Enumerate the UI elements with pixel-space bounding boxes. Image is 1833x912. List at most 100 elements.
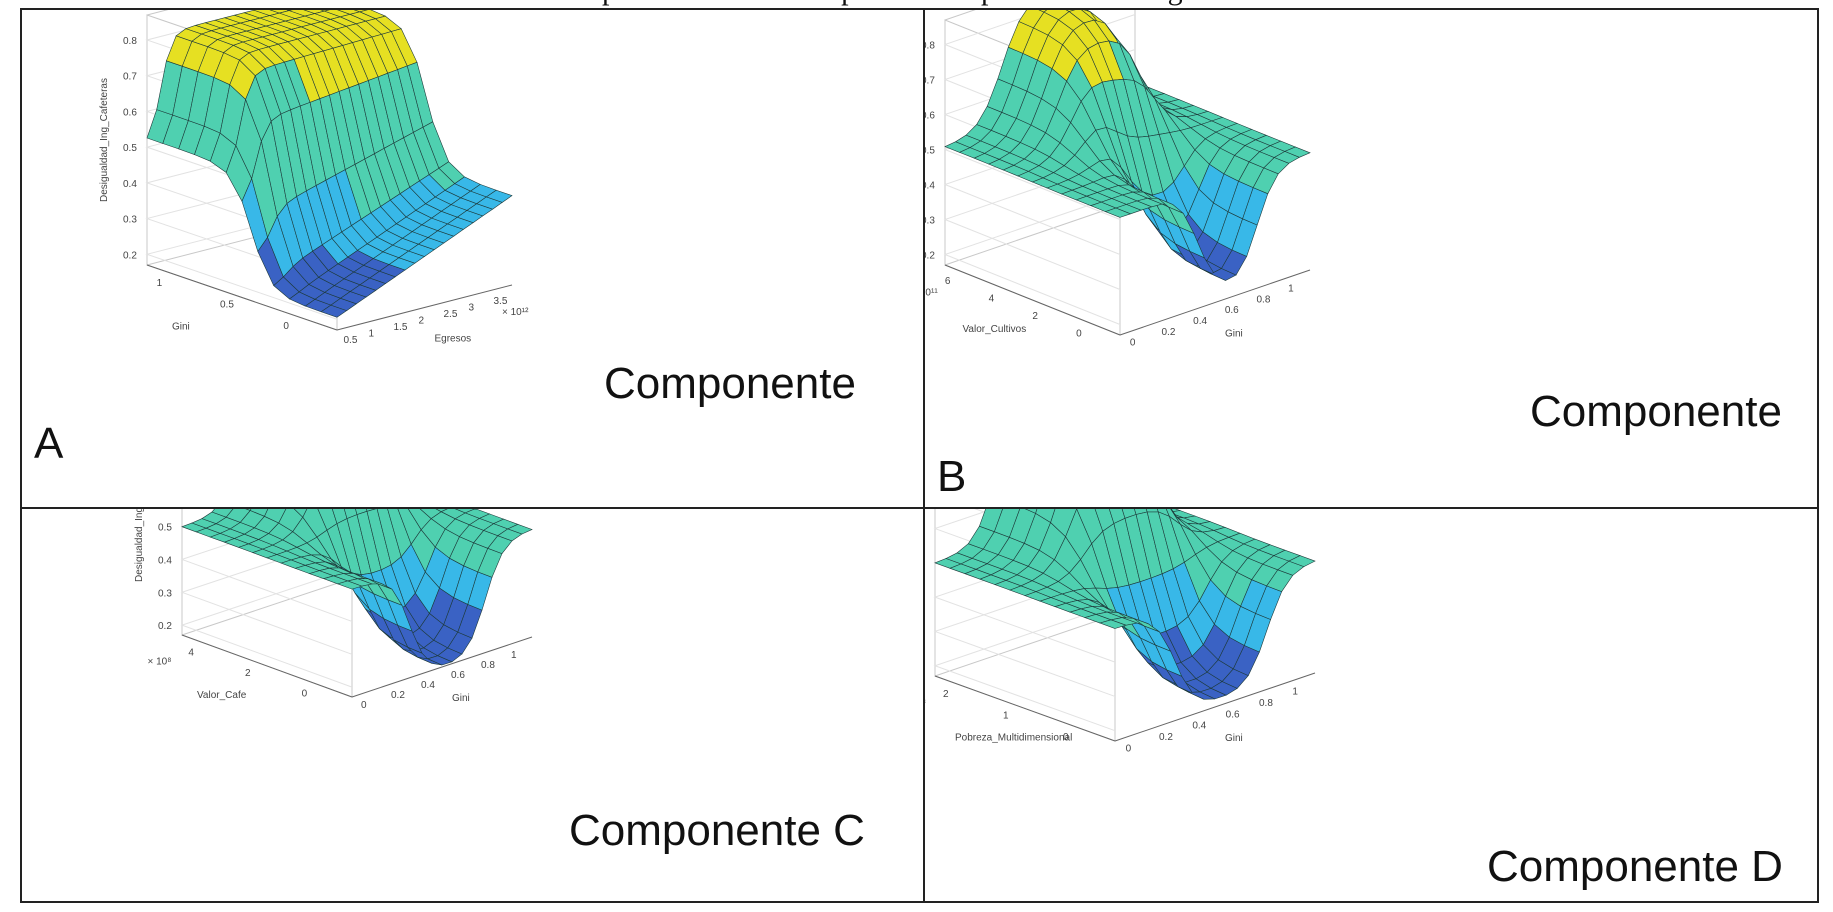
x-tick-label: 0.6	[1225, 305, 1239, 316]
surface-patch	[1288, 555, 1316, 567]
surface-patch	[1035, 509, 1056, 523]
z-tick-label: 0.3	[123, 215, 137, 226]
x-tick-label: 1.5	[394, 322, 408, 333]
panel-a: 0.2 0.3 0.4 0.5 0.6 0.7 0.8 0.5 1 1.5 2 2.5 3 3.5 0 0.5…	[22, 10, 923, 507]
x-tick-label: 1	[511, 650, 517, 661]
x-axis-label: Gini	[1225, 329, 1243, 340]
panel-b: 0.2 0.3 0.4 0.5 0.6 0.7 0.8 0 0.2 0.4 0.6 0.8 1 0 2 4 6 ×…	[925, 10, 1819, 507]
panel-a-letter: A	[34, 419, 64, 468]
y-tick-label: 0	[283, 321, 289, 332]
z-tick-label: 0.2	[123, 250, 137, 261]
z-tick-label: 0.7	[123, 72, 137, 83]
x-tick-label: 0.8	[1259, 698, 1273, 709]
surface-patch	[1025, 509, 1038, 514]
z-tick-label: 0.4	[925, 181, 935, 192]
y-tick-label: 2	[943, 689, 949, 700]
z-tick-label: 0.5	[925, 146, 935, 157]
x-tick-label: 0.5	[344, 335, 358, 346]
surface-chart-a: 0.2 0.3 0.4 0.5 0.6 0.7 0.8 0.5 1 1.5 2 2.5 3 3.5 0 0.5…	[99, 10, 529, 346]
z-tick-label: 0.5	[123, 143, 137, 154]
panel-d-caption: Componente D	[1487, 842, 1783, 891]
z-tick-label: 0.3	[925, 216, 935, 227]
x-tick-label: 3	[469, 303, 475, 314]
x-tick-label: 0.4	[421, 680, 435, 691]
panel-b-caption: Componente	[1530, 387, 1782, 436]
surface-chart-b: 0.2 0.3 0.4 0.5 0.6 0.7 0.8 0 0.2 0.4 0.6 0.8 1 0 2 4 6 ×…	[925, 10, 1311, 349]
z-axis-label: Desigualdad_Ing_Cafeteras	[134, 509, 145, 582]
z-axis-label: Desigualdad_Ing_Cafeteras	[99, 78, 110, 202]
y-tick-label: 0.5	[220, 300, 234, 311]
x-tick-label: 0	[361, 700, 367, 711]
panel-b-letter: B	[937, 452, 967, 501]
grid-line	[933, 597, 1136, 732]
y-tick-label: 6	[945, 276, 951, 287]
surface-patch	[1038, 10, 1048, 13]
y-axis-label: Gini	[172, 322, 190, 333]
x-tick-label: 0.2	[391, 690, 405, 701]
x-tick-label: 0.8	[481, 660, 495, 671]
x-axis-label: Egresos	[435, 334, 472, 345]
z-tick-label: 0.5	[158, 523, 172, 534]
y-axis-line	[146, 264, 338, 331]
figure-caption: Superficies de control para el component…	[0, 0, 1833, 10]
x-tick-label: 0.8	[1257, 294, 1271, 305]
y-axis-line	[181, 634, 353, 698]
y-tick-label: 4	[188, 647, 194, 658]
z-tick-label: 0.6	[123, 107, 137, 118]
y-multiplier: × 10¹¹	[925, 288, 938, 299]
x-tick-label: 1	[1292, 687, 1298, 698]
z-tick-label: 0.4	[123, 179, 137, 190]
x-axis-line	[1119, 269, 1311, 336]
y-tick-label: 4	[989, 293, 995, 304]
surface-patch	[507, 523, 533, 535]
y-tick-label: 2	[1032, 311, 1038, 322]
z-tick-label: 0.7	[925, 76, 935, 87]
figure-grid: 0.2 0.3 0.4 0.5 0.6 0.7 0.8 0.5 1 1.5 2 2.5 3 3.5 0 0.5…	[20, 8, 1819, 903]
panel-c-caption: Componente C	[569, 806, 865, 855]
y-tick-label: 1	[157, 278, 163, 289]
panel-c: 0.20.30.40.50.60.70.800.20.40.60.81024× …	[22, 509, 923, 903]
x-tick-label: 2.5	[444, 309, 458, 320]
z-tick-label: 0.2	[925, 251, 935, 262]
grid-divider-horizontal	[22, 507, 1817, 509]
surface	[181, 509, 533, 666]
surface-patch	[249, 509, 269, 517]
grid-line	[180, 564, 363, 688]
z-tick-label: 0.4	[158, 555, 172, 566]
x-tick-label: 0.2	[1159, 732, 1173, 743]
z-tick-label: 0.3	[158, 588, 172, 599]
y-tick-label: 1	[1003, 711, 1009, 722]
surface-patch	[1284, 146, 1311, 158]
y-axis-line	[934, 675, 1116, 742]
surface-patch	[435, 509, 448, 513]
grid-divider-vertical	[923, 10, 925, 901]
x-tick-label: 1	[1288, 283, 1294, 294]
y-axis-label: Valor_Cafe	[197, 690, 247, 701]
surface-chart-c: 0.20.30.40.50.60.70.800.20.40.60.81024× …	[134, 509, 533, 711]
surface-patch	[245, 509, 252, 511]
z-tick-label: 0.8	[925, 41, 935, 52]
surface-patch	[485, 189, 513, 203]
y-tick-label: 0	[1063, 732, 1069, 743]
surface-chart-d: 0.20.30.40.50.60.70.800.20.40.60.81012× …	[925, 509, 1316, 754]
x-tick-label: 3.5	[494, 296, 508, 307]
y-tick-label: 0	[302, 689, 308, 700]
y-axis-line	[944, 264, 1121, 336]
y-multiplier: × 10⁸	[148, 656, 172, 667]
x-tick-label: 0.4	[1192, 721, 1206, 732]
grid-line	[943, 189, 1136, 325]
x-axis-label: Gini	[1225, 733, 1243, 744]
x-tick-label: 0.6	[1226, 709, 1240, 720]
y-multiplier: × 10⁸	[925, 698, 926, 709]
surface	[934, 509, 1316, 700]
x-tick-label: 0	[1130, 338, 1136, 349]
z-tick-label: 0.8	[123, 36, 137, 47]
z-tick-label: 0.2	[158, 621, 172, 632]
x-axis-line	[351, 636, 533, 698]
x-tick-label: 1	[369, 328, 375, 339]
surface	[146, 10, 513, 318]
x-tick-label: 0.4	[1193, 316, 1207, 327]
z-tick-label: 0.6	[925, 111, 935, 122]
panel-d: 0.20.30.40.50.60.70.800.20.40.60.81012× …	[925, 509, 1819, 903]
x-tick-label: 2	[419, 316, 425, 327]
